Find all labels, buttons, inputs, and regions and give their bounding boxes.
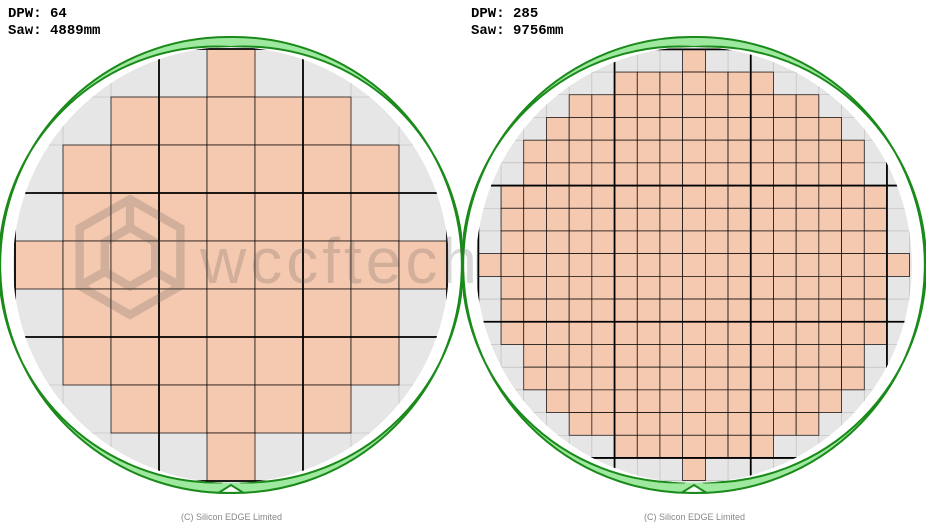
wafer-panel-right: DPW: 285 Saw: 9756mm (C) Silicon EDGE Li… [463, 0, 926, 526]
dpw-value: 285 [513, 6, 538, 22]
saw-value: 4889mm [50, 23, 100, 39]
saw-value: 9756mm [513, 23, 563, 39]
dpw-label: DPW: [8, 6, 42, 22]
copyright-left: (C) Silicon EDGE Limited [0, 512, 463, 522]
copyright-right: (C) Silicon EDGE Limited [463, 512, 926, 522]
saw-label: Saw: [8, 23, 42, 39]
wafer-panel-left: DPW: 64 Saw: 4889mm (C) Silicon EDGE Lim… [0, 0, 463, 526]
stats-left: DPW: 64 Saw: 4889mm [8, 6, 100, 40]
wafer-svg-left [0, 0, 463, 526]
saw-label: Saw: [471, 23, 505, 39]
wafer-svg-right [463, 0, 926, 526]
dpw-value: 64 [50, 6, 67, 22]
stats-right: DPW: 285 Saw: 9756mm [471, 6, 563, 40]
dpw-label: DPW: [471, 6, 505, 22]
